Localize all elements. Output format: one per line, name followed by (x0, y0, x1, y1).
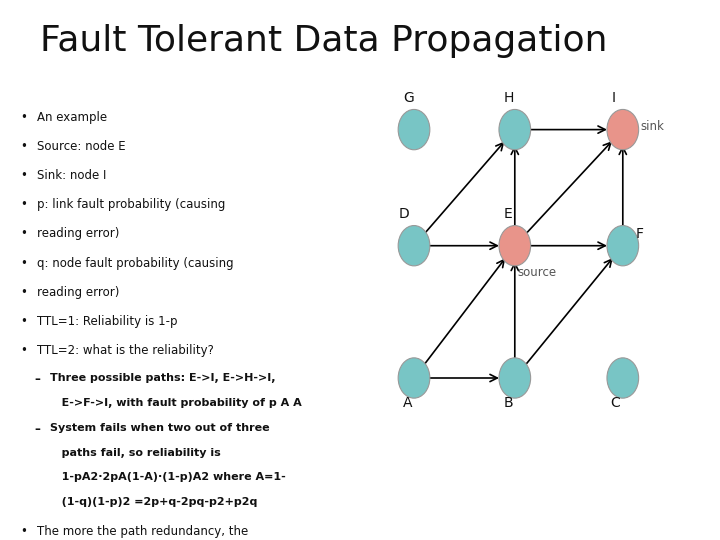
Text: –: – (35, 373, 40, 386)
Ellipse shape (398, 358, 430, 398)
Text: •: • (20, 198, 27, 211)
Text: E->F->I, with fault probability of p A A: E->F->I, with fault probability of p A A (50, 398, 302, 408)
Text: reading error): reading error) (37, 286, 120, 299)
Text: G: G (403, 91, 414, 105)
Text: p: link fault probability (causing: p: link fault probability (causing (37, 198, 226, 211)
Text: •: • (20, 169, 27, 182)
Text: •: • (20, 315, 27, 328)
Text: sink: sink (640, 120, 664, 133)
Text: TTL=2: what is the reliability?: TTL=2: what is the reliability? (37, 344, 215, 357)
Ellipse shape (607, 226, 639, 266)
Text: q: node fault probability (causing: q: node fault probability (causing (37, 256, 234, 269)
Text: E: E (504, 207, 513, 221)
Text: H: H (504, 91, 514, 105)
Ellipse shape (607, 358, 639, 398)
Text: paths fail, so reliability is: paths fail, so reliability is (50, 448, 221, 458)
Text: A: A (403, 396, 413, 410)
Text: reading error): reading error) (37, 227, 120, 240)
Ellipse shape (499, 226, 531, 266)
Text: •: • (20, 140, 27, 153)
Text: C: C (610, 396, 620, 410)
Text: System fails when two out of three: System fails when two out of three (50, 423, 270, 433)
Text: (1-q)(1-p)2 =2p+q-2pq-p2+p2q: (1-q)(1-p)2 =2p+q-2pq-p2+p2q (50, 497, 258, 508)
Text: Sink: node I: Sink: node I (37, 169, 107, 182)
Ellipse shape (398, 110, 430, 150)
Text: Fault Tolerant Data Propagation: Fault Tolerant Data Propagation (40, 24, 607, 58)
Ellipse shape (499, 358, 531, 398)
Ellipse shape (607, 110, 639, 150)
Text: TTL=1: Reliability is 1-p: TTL=1: Reliability is 1-p (37, 315, 178, 328)
Text: •: • (20, 256, 27, 269)
Text: The more the path redundancy, the
higher the reliability at the expense
of more : The more the path redundancy, the higher… (37, 525, 251, 540)
Text: Source: node E: Source: node E (37, 140, 126, 153)
Ellipse shape (398, 226, 430, 266)
Text: •: • (20, 286, 27, 299)
Text: I: I (612, 91, 616, 105)
Text: F: F (636, 227, 644, 241)
Text: –: – (35, 423, 40, 436)
Text: •: • (20, 111, 27, 124)
Text: D: D (398, 207, 409, 221)
Text: •: • (20, 344, 27, 357)
Text: B: B (504, 396, 513, 410)
Text: •: • (20, 525, 27, 538)
Ellipse shape (499, 110, 531, 150)
Text: 1-pA2·2pA(1-A)·(1-p)A2 where A=1-: 1-pA2·2pA(1-A)·(1-p)A2 where A=1- (50, 472, 286, 483)
Text: •: • (20, 227, 27, 240)
Text: source: source (517, 266, 556, 279)
Text: An example: An example (37, 111, 107, 124)
Text: Three possible paths: E->I, E->H->I,: Three possible paths: E->I, E->H->I, (50, 373, 276, 383)
